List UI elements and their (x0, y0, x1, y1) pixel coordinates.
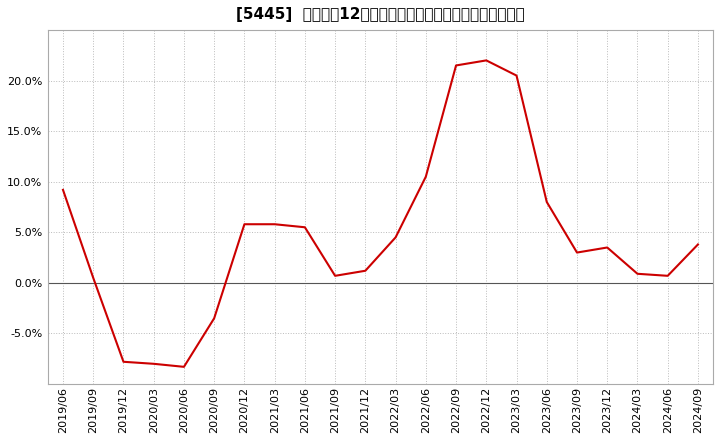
Title: [5445]  売上高の12か月移動合計の対前年同期増減率の推移: [5445] 売上高の12か月移動合計の対前年同期増減率の推移 (236, 7, 525, 22)
